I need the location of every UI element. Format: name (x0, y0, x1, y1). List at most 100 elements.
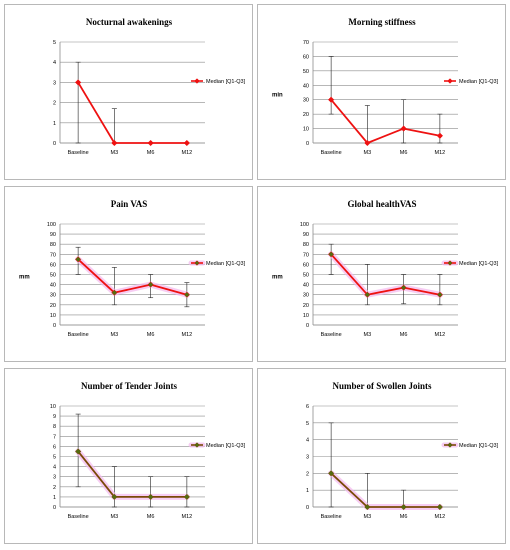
series-line (330, 253, 441, 296)
chart-svg-pain-vas: Pain VAS mm 0 10 20 30 40 50 60 70 80 90 100 Baseline… (19, 199, 246, 338)
y-tick-label: 8 (53, 424, 56, 430)
y-tick-label: 3 (53, 80, 56, 86)
chart-panel-tender-joints: Number of Tender Joints 0 1 2 3 4 5 6 7 8 9 10 Basel… (4, 368, 253, 544)
legend-label: Median [Q1-Q3] (206, 261, 246, 267)
x-tick-label: M3 (364, 150, 372, 156)
data-point (400, 125, 407, 132)
data-point (74, 448, 82, 455)
legend-label: Median [Q1-Q3] (206, 79, 246, 85)
y-tick-label: 10 (50, 404, 56, 410)
series-line (77, 81, 187, 144)
y-tick-label: 4 (306, 438, 309, 444)
y-tick-label: 50 (50, 273, 56, 279)
y-tick-label: 0 (306, 141, 309, 147)
series-line-glow (75, 448, 190, 500)
data-point (364, 291, 371, 298)
y-tick-label: 30 (50, 293, 56, 299)
legend-label: Median [Q1-Q3] (206, 443, 246, 449)
legend-marker (447, 78, 453, 84)
data-point (111, 139, 118, 147)
x-tick-label: M3 (111, 150, 119, 156)
data-point (400, 284, 407, 291)
y-axis-label: min (272, 93, 283, 99)
legend-marker (194, 442, 200, 448)
data-point (147, 493, 154, 501)
y-tick-label: 80 (50, 242, 56, 248)
y-tick-label: 4 (53, 60, 56, 66)
y-tick-label: 60 (303, 54, 309, 60)
chart-panel-pain-vas: Pain VAS mm 0 10 20 30 40 50 60 70 80 90 100 Baseline… (4, 186, 253, 362)
chart-title: Morning stiffness (348, 17, 416, 27)
x-tick-label: M12 (435, 150, 446, 156)
x-tick-label: Baseline (321, 514, 342, 520)
x-tick-label: Baseline (68, 332, 89, 338)
chart-title: Pain VAS (111, 199, 147, 209)
y-tick-label: 0 (53, 141, 56, 147)
data-point (327, 96, 335, 103)
y-tick-label: 7 (53, 434, 56, 440)
x-tick-label: M6 (400, 150, 408, 156)
data-point (183, 291, 191, 298)
y-tick-label: 1 (306, 488, 309, 494)
y-tick-label: 4 (53, 465, 56, 471)
x-tick-label: M12 (435, 332, 446, 338)
chart-svg-tender-joints: Number of Tender Joints 0 1 2 3 4 5 6 7 8 9 10 Basel… (50, 381, 246, 520)
y-tick-label: 20 (50, 303, 56, 309)
chart-panel-swollen-joints: Number of Swollen Joints 0 1 2 3 4 5 6 Baseline M… (257, 368, 506, 544)
y-tick-label: 100 (300, 222, 309, 228)
chart-title: Number of Tender Joints (81, 381, 177, 391)
y-tick-label: 60 (50, 262, 56, 268)
x-tick-label: Baseline (68, 150, 89, 156)
chart-panel-nocturnal-awakenings: Nocturnal awakenings 0 1 2 3 4 5 Baseline M3 M6 M1… (4, 4, 253, 180)
y-tick-label: 10 (303, 313, 309, 319)
x-tick-label: M6 (147, 514, 155, 520)
chart-panel-global-health-vas: Global healthVAS mm 0 10 20 30 40 50 60 70 80 90 100… (257, 186, 506, 362)
chart-svg-global-health-vas: Global healthVAS mm 0 10 20 30 40 50 60 70 80 90 100… (272, 199, 499, 338)
data-point (111, 289, 118, 296)
y-tick-label: 0 (53, 323, 56, 329)
chart-title: Global healthVAS (347, 199, 416, 209)
x-tick-label: M12 (435, 514, 446, 520)
y-tick-label: 6 (306, 404, 309, 410)
data-point (147, 281, 154, 288)
y-tick-label: 50 (303, 273, 309, 279)
y-tick-label: 70 (50, 252, 56, 258)
y-tick-label: 0 (306, 323, 309, 329)
x-tick-label: M3 (111, 514, 119, 520)
y-tick-label: 1 (53, 495, 56, 501)
data-point (74, 79, 82, 86)
y-tick-label: 2 (306, 471, 309, 477)
legend-label: Median [Q1-Q3] (459, 443, 499, 449)
y-tick-label: 2 (53, 485, 56, 491)
chart-title: Number of Swollen Joints (332, 381, 432, 391)
y-tick-label: 2 (53, 101, 56, 107)
y-tick-label: 1 (53, 121, 56, 127)
data-point (364, 503, 371, 511)
y-tick-label: 10 (303, 127, 309, 133)
data-point (436, 132, 444, 139)
y-tick-label: 0 (53, 505, 56, 511)
data-point (327, 251, 335, 258)
x-tick-label: M12 (182, 150, 193, 156)
data-point (400, 503, 407, 511)
y-tick-label: 40 (303, 83, 309, 89)
y-tick-label: 60 (303, 262, 309, 268)
legend-marker (447, 260, 453, 266)
y-tick-label: 40 (50, 283, 56, 289)
series-line (330, 472, 440, 508)
x-tick-label: M6 (400, 332, 408, 338)
x-tick-label: M12 (182, 332, 193, 338)
legend-marker (194, 260, 200, 266)
series-line (330, 99, 441, 144)
y-tick-label: 0 (306, 505, 309, 511)
chart-svg-nocturnal-awakenings: Nocturnal awakenings 0 1 2 3 4 5 Baseline M3 M6 M1… (53, 17, 246, 156)
x-tick-label: M6 (400, 514, 408, 520)
data-point (183, 139, 191, 147)
chart-svg-swollen-joints: Number of Swollen Joints 0 1 2 3 4 5 6 Baseline M… (306, 381, 499, 520)
y-tick-label: 5 (53, 40, 56, 46)
legend-marker (447, 442, 453, 448)
x-tick-label: Baseline (321, 332, 342, 338)
y-tick-label: 20 (303, 112, 309, 118)
y-tick-label: 70 (303, 40, 309, 46)
y-tick-label: 3 (306, 455, 309, 461)
